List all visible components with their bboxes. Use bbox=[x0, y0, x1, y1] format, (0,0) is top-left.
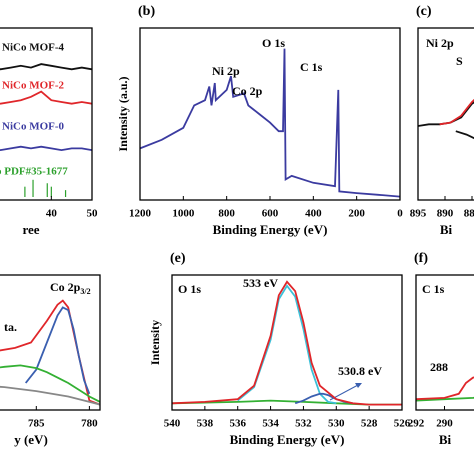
curve bbox=[0, 90, 92, 105]
series-label: o PDF#35-1677 bbox=[0, 166, 68, 178]
series-label: NiCo MOF-0 bbox=[2, 121, 65, 133]
panel-label: (b) bbox=[138, 4, 155, 19]
x-tick-label: 0 bbox=[397, 208, 403, 220]
x-tick-label: 200 bbox=[348, 208, 365, 220]
axes-frame bbox=[171, 274, 403, 411]
x-tick-label: 290 bbox=[436, 418, 453, 430]
x-tick-label: 890 bbox=[437, 208, 454, 220]
x-tick-label: 534 bbox=[262, 418, 279, 430]
annotation: O 1s bbox=[178, 282, 201, 296]
x-tick-label: 540 bbox=[164, 418, 181, 430]
curve bbox=[0, 385, 100, 406]
x-tick-label: 40 bbox=[46, 208, 58, 220]
curve bbox=[418, 101, 474, 127]
curve bbox=[416, 376, 474, 401]
annotation: 288 bbox=[430, 360, 448, 374]
annotation: Ni 2p bbox=[212, 64, 240, 78]
x-tick-label: 526 bbox=[394, 418, 411, 430]
plot-area bbox=[416, 376, 474, 402]
x-tick-label: 400 bbox=[305, 208, 322, 220]
curve bbox=[0, 145, 92, 152]
curve bbox=[24, 306, 91, 395]
curve bbox=[237, 284, 337, 405]
panel-label: (e) bbox=[170, 251, 186, 266]
x-tick-label: 292 bbox=[408, 418, 425, 430]
plot-area bbox=[172, 280, 402, 406]
x-axis-label: Binding Energy (eV) bbox=[213, 222, 328, 237]
y-axis-label: Intensity bbox=[148, 320, 162, 365]
annotation: Co 2p bbox=[232, 84, 263, 98]
x-tick-label: 600 bbox=[262, 208, 279, 220]
axes-frame bbox=[415, 274, 474, 411]
x-axis-label: ree bbox=[22, 222, 39, 237]
axes-frame bbox=[0, 27, 93, 201]
axes-frame bbox=[417, 27, 474, 201]
x-tick-label: 50 bbox=[87, 208, 99, 220]
curve bbox=[439, 98, 474, 126]
curve bbox=[0, 364, 100, 403]
x-tick-label: 532 bbox=[295, 418, 312, 430]
axes-frame bbox=[0, 274, 101, 411]
plot-area bbox=[418, 98, 474, 140]
curve bbox=[455, 130, 474, 140]
annotation-subscript: 3/2 bbox=[80, 287, 90, 296]
annotation: C 1s bbox=[422, 282, 445, 296]
arrow-head bbox=[355, 383, 362, 388]
x-tick-label: 780 bbox=[81, 418, 98, 430]
series-label: NiCo MOF-2 bbox=[2, 80, 65, 92]
x-tick-label: 785 bbox=[28, 418, 45, 430]
axes-frame bbox=[139, 27, 401, 201]
annotation: ta. bbox=[4, 320, 17, 334]
curve bbox=[0, 63, 92, 71]
x-tick-label: 528 bbox=[361, 418, 378, 430]
series-label: NiCo MOF-4 bbox=[2, 42, 65, 54]
x-tick-label: 536 bbox=[229, 418, 246, 430]
annotation: Co 2p3/2 bbox=[50, 280, 91, 296]
x-axis-label: Binding Energy (eV) bbox=[230, 432, 345, 447]
x-axis-label: Bi bbox=[439, 432, 452, 447]
plot-area bbox=[0, 299, 100, 406]
annotation: 530.8 eV bbox=[338, 364, 382, 378]
panel-label: (c) bbox=[416, 4, 432, 19]
y-axis-label: Intensity (a.u.) bbox=[116, 76, 130, 151]
x-tick-label: 538 bbox=[197, 418, 214, 430]
annotation: S bbox=[456, 54, 463, 68]
annotation: 533 eV bbox=[243, 276, 278, 290]
annotation-text: Co 2p bbox=[50, 280, 81, 294]
plot-area bbox=[140, 48, 400, 198]
x-tick-label: 530 bbox=[328, 418, 345, 430]
annotation: C 1s bbox=[300, 60, 323, 74]
panel-label: (f) bbox=[414, 251, 428, 266]
curve bbox=[416, 396, 474, 402]
x-axis-label: y (eV) bbox=[14, 432, 48, 447]
annotation: Ni 2p bbox=[426, 36, 454, 50]
annotation: O 1s bbox=[262, 36, 285, 50]
curve bbox=[172, 280, 402, 406]
curve bbox=[140, 48, 400, 198]
x-tick-label: 800 bbox=[218, 208, 235, 220]
plot-area bbox=[0, 63, 92, 197]
x-tick-label: 885 bbox=[464, 208, 474, 220]
x-axis-label: Bi bbox=[440, 222, 453, 237]
x-tick-label: 1200 bbox=[129, 208, 152, 220]
x-tick-label: 895 bbox=[410, 208, 427, 220]
x-tick-label: 1000 bbox=[172, 208, 195, 220]
